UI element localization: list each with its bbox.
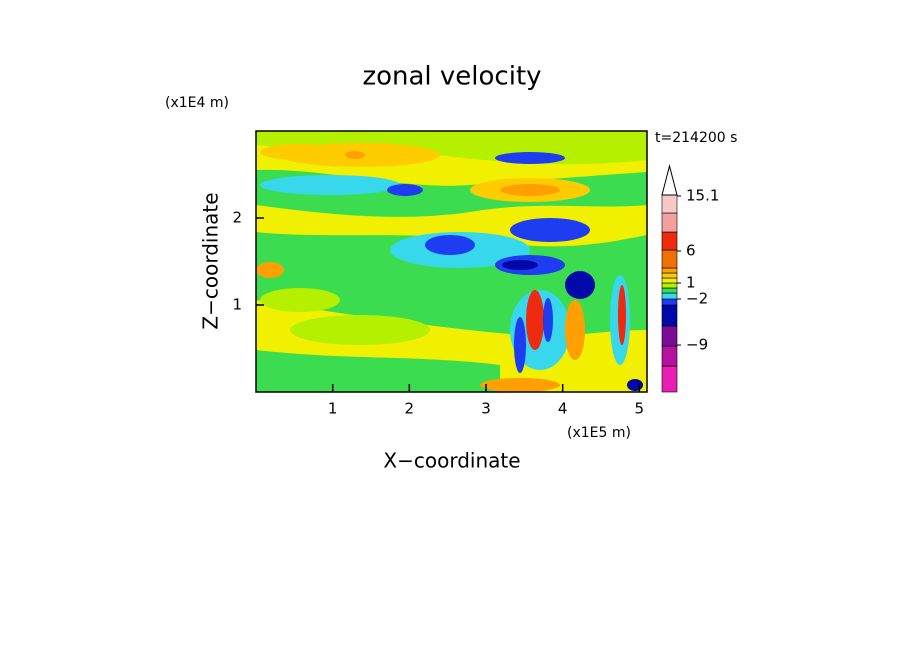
- colorbar-extend: [661, 164, 678, 196]
- colorbar-swatch: [661, 267, 678, 274]
- colorbar-label: −2: [686, 290, 708, 308]
- x-tick-label: 4: [558, 400, 568, 418]
- contour-field: [256, 131, 647, 392]
- colorbar-swatch: [661, 325, 678, 347]
- x-tick-label: 5: [635, 400, 645, 418]
- annotation: t=214200 s: [655, 130, 737, 146]
- colorbar-swatch: [661, 304, 678, 327]
- colorbar-swatch: [661, 282, 678, 289]
- y-multiplier: (x1E4 m): [165, 95, 229, 111]
- colorbar-swatch: [661, 212, 678, 233]
- y-tick-label: 2: [232, 209, 242, 227]
- y-axis-label: Z−coordinate: [199, 192, 223, 329]
- x-tick-label: 1: [328, 400, 338, 418]
- x-axis-label: X−coordinate: [383, 449, 520, 473]
- colorbar-label: 6: [686, 242, 696, 260]
- colorbar-swatch: [661, 298, 678, 306]
- plot-frame: [255, 130, 648, 393]
- colorbar-swatch: [661, 272, 678, 279]
- colorbar-swatch: [661, 287, 678, 294]
- colorbar-swatch: [661, 231, 678, 251]
- x-multiplier: (x1E5 m): [567, 425, 631, 441]
- colorbar-label: 15.1: [686, 187, 719, 205]
- chart-title: zonal velocity: [362, 62, 541, 92]
- colorbar-swatch: [661, 292, 678, 300]
- y-tick-label: 1: [232, 296, 242, 314]
- colorbar-swatch: [661, 194, 678, 214]
- colorbar-swatch: [661, 249, 678, 269]
- colorbar-swatch: [661, 277, 678, 284]
- x-tick-label: 2: [405, 400, 415, 418]
- colorbar-swatch: [661, 365, 678, 393]
- x-tick-label: 3: [481, 400, 491, 418]
- colorbar-label: −9: [686, 336, 708, 354]
- colorbar-swatch: [661, 345, 678, 367]
- colorbar-label: 1: [686, 274, 696, 292]
